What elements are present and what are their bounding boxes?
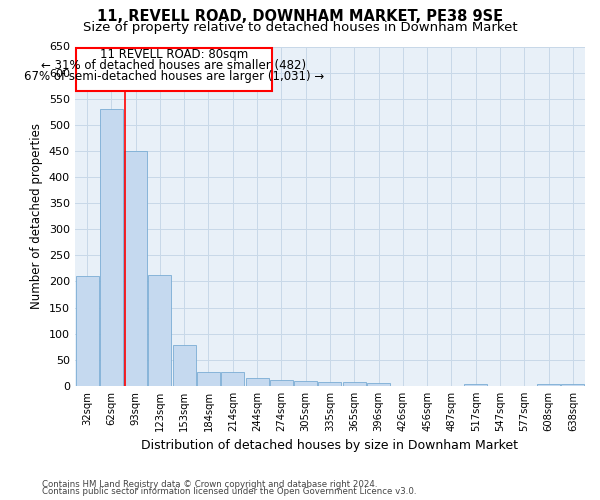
Text: 11, REVELL ROAD, DOWNHAM MARKET, PE38 9SE: 11, REVELL ROAD, DOWNHAM MARKET, PE38 9S…: [97, 9, 503, 24]
Bar: [197, 372, 220, 386]
Bar: [464, 384, 487, 386]
X-axis label: Distribution of detached houses by size in Downham Market: Distribution of detached houses by size …: [142, 440, 518, 452]
Bar: [76, 276, 98, 386]
Bar: [173, 345, 196, 386]
Y-axis label: Number of detached properties: Number of detached properties: [31, 123, 43, 309]
Text: Contains public sector information licensed under the Open Government Licence v3: Contains public sector information licen…: [42, 488, 416, 496]
Bar: [294, 380, 317, 386]
Text: 67% of semi-detached houses are larger (1,031) →: 67% of semi-detached houses are larger (…: [24, 70, 324, 84]
Bar: [319, 382, 341, 386]
Bar: [367, 384, 390, 386]
Bar: [270, 380, 293, 386]
Bar: [537, 384, 560, 386]
Text: Contains HM Land Registry data © Crown copyright and database right 2024.: Contains HM Land Registry data © Crown c…: [42, 480, 377, 489]
Bar: [124, 151, 147, 386]
Bar: [221, 372, 244, 386]
Bar: [148, 274, 172, 386]
Text: ← 31% of detached houses are smaller (482): ← 31% of detached houses are smaller (48…: [41, 60, 307, 72]
Bar: [245, 378, 269, 386]
Text: Size of property relative to detached houses in Downham Market: Size of property relative to detached ho…: [83, 22, 517, 35]
Text: 11 REVELL ROAD: 80sqm: 11 REVELL ROAD: 80sqm: [100, 48, 248, 62]
Bar: [562, 384, 584, 386]
Bar: [343, 382, 366, 386]
Bar: [76, 48, 272, 91]
Bar: [100, 109, 123, 386]
